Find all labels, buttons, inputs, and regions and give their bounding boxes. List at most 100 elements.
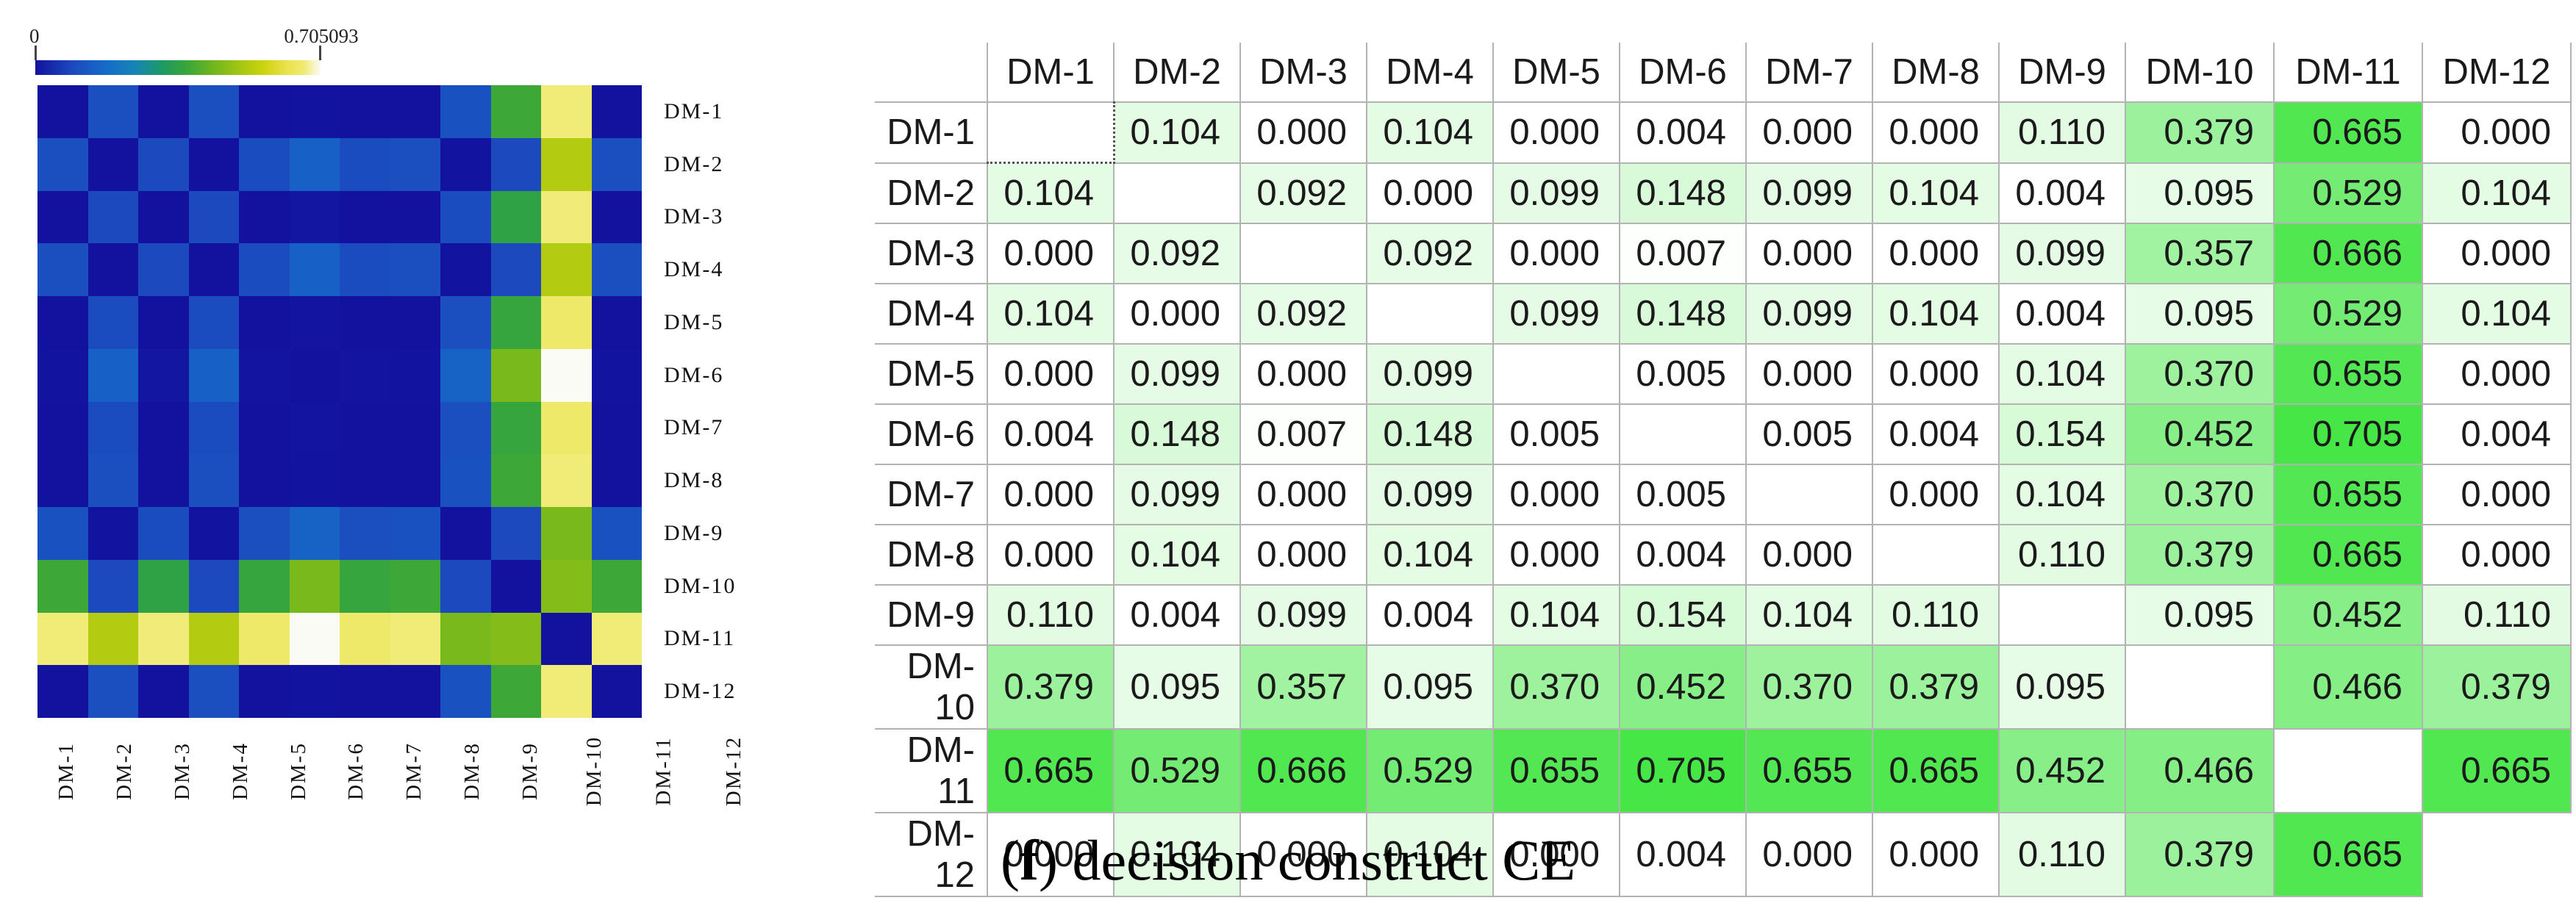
matrix-table: DM-1 DM-2 DM-3 DM-4 DM-5 DM-6 DM-7 DM-8 DM-9 DM-1… [875,43,2572,897]
col-header-cell: DM-9 [1998,43,2126,103]
heatmap-cell [239,243,290,296]
value-cell [987,101,1115,164]
heatmap-col-label-text: DM-2 [112,742,136,800]
col-header-cell: DM-3 [1239,43,1367,103]
matrix-table-panel: DM-1 DM-2 DM-3 DM-4 DM-5 DM-6 DM-7 DM-8 DM-9 DM-1… [875,43,2572,897]
heatmap-col-label: DM-11 [629,722,698,821]
value-cell: 0.655 [2273,464,2423,525]
value-cell: 0.099 [1366,343,1494,405]
heatmap-cell [138,559,189,613]
colorbar-right-tick [319,46,321,60]
value-cell: 0.000 [1239,524,1367,586]
value-cell: 0.665 [1872,728,2000,813]
heatmap-cell [490,296,541,349]
value-cell: 0.000 [1113,283,1241,345]
col-header-cell: DM-12 [2422,43,2572,103]
heatmap-cell [37,296,88,349]
heatmap-cell [138,507,189,560]
value-cell: 0.379 [2125,524,2275,586]
heatmap-cell [87,243,138,296]
heatmap-cell [440,401,491,455]
table-row: DM-7 0.000 0.099 0.000 0.099 0.000 0.005 0.000 0… [875,464,2572,525]
heatmap-cell [340,243,390,296]
value-cell: 0.104 [1872,283,2000,345]
heatmap-col-label-text: DM-4 [228,742,252,800]
row-header-cell: DM-8 [875,524,988,586]
heatmap-cell [541,507,592,560]
col-header-cell: DM-8 [1872,43,2000,103]
value-cell [1113,162,1241,224]
table-row: DM-9 0.110 0.004 0.099 0.004 0.104 0.154 0.104 0… [875,584,2572,646]
value-cell: 0.666 [2273,223,2423,284]
value-cell [2422,813,2571,896]
heatmap-col-label: DM-5 [270,722,328,821]
value-cell: 0.452 [1998,728,2126,813]
heatmap-cell [289,243,340,296]
heatmap-row-label: DM-7 [664,415,724,440]
heatmap-cell [490,85,541,138]
heatmap-cell [390,665,440,718]
value-cell: 0.357 [2125,223,2275,284]
row-header-cell: DM-1 [875,101,988,164]
value-cell: 0.000 [2422,464,2572,525]
heatmap-cell [138,401,189,455]
value-cell: 0.104 [1998,464,2126,525]
value-cell: 0.452 [2273,584,2423,646]
heatmap-cell [87,507,138,560]
value-cell: 0.452 [1619,644,1747,730]
value-cell: 0.000 [1239,101,1367,164]
heatmap-cell [289,137,340,191]
heatmap-cell [239,559,290,613]
value-cell: 0.104 [1998,343,2126,405]
heatmap-cell [289,85,340,138]
value-cell: 0.379 [2125,101,2275,164]
heatmap-cell [289,348,340,402]
value-cell: 0.099 [1113,464,1241,525]
heatmap-cell [289,296,340,349]
value-cell: 0.095 [1366,644,1494,730]
value-cell: 0.000 [1239,343,1367,405]
heatmap-col-label: DM-10 [559,722,629,821]
value-cell: 0.104 [1113,812,1241,897]
col-header-cell: DM-1 [987,43,1115,103]
heatmap-cell [440,559,491,613]
heatmap-cell [87,85,138,138]
value-cell: 0.370 [2125,343,2275,405]
value-cell: 0.665 [2273,812,2423,897]
value-cell: 0.095 [2125,584,2275,646]
value-cell: 0.665 [987,728,1115,813]
value-cell: 0.529 [1366,728,1494,813]
heatmap-cell [87,348,138,402]
table-row: DM-3 0.000 0.092 0.092 0.000 0.007 0.000 0.000 0… [875,223,2572,284]
heatmap-cell [188,559,239,613]
value-cell: 0.000 [1239,812,1367,897]
table-corner-cell [875,43,988,103]
row-header-cell: DM-5 [875,343,988,405]
value-cell: 0.705 [2273,403,2423,465]
value-cell: 0.104 [1745,584,1873,646]
value-cell: 0.000 [987,524,1115,586]
value-cell: 0.099 [1745,162,1873,224]
row-header-cell: DM-7 [875,464,988,525]
heatmap-cell [239,85,290,138]
value-cell: 0.007 [1239,403,1367,465]
value-cell: 0.005 [1492,403,1620,465]
heatmap-cell [340,190,390,244]
figure-caption: (f) decision construct CE [0,827,2576,893]
row-header-cell: DM-4 [875,283,988,345]
value-cell: 0.000 [1872,812,2000,897]
heatmap-cell [591,348,642,402]
heatmap-cell [440,137,491,191]
heatmap-cell [591,243,642,296]
heatmap-cell [239,507,290,560]
value-cell: 0.000 [1872,464,2000,525]
heatmap-cell [541,348,592,402]
heatmap-cell [37,348,88,402]
heatmap-cell [87,137,138,191]
heatmap-cell [188,243,239,296]
value-cell: 0.655 [1492,728,1620,813]
table-row: DM-11 0.665 0.529 0.666 0.529 0.655 0.705 0.655… [875,728,2572,813]
heatmap-cell [188,85,239,138]
heatmap-cell [490,243,541,296]
col-header-cell: DM-4 [1366,43,1494,103]
